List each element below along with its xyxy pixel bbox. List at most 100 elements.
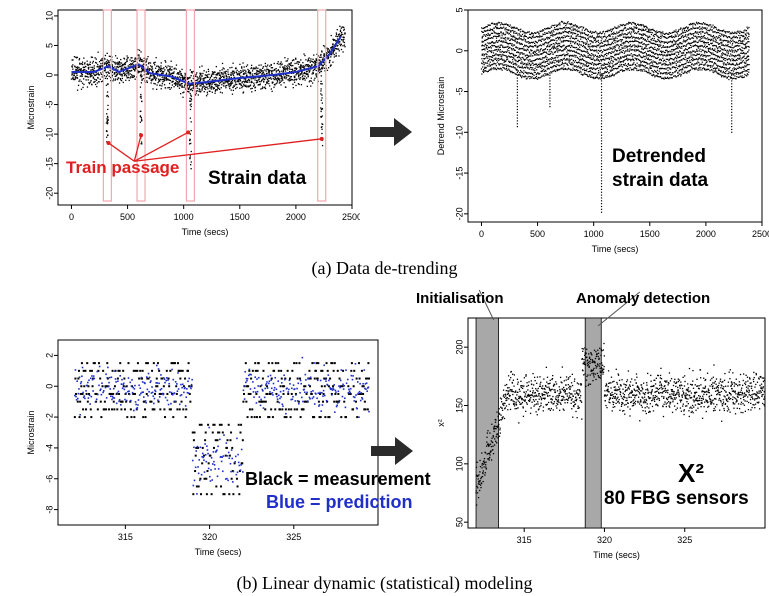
data-point <box>542 65 544 67</box>
data-point <box>508 32 510 34</box>
data-point <box>163 84 166 86</box>
data-point <box>679 38 681 40</box>
data-point <box>524 34 526 36</box>
data-point <box>678 69 681 71</box>
data-point <box>76 74 78 77</box>
data-point <box>502 37 504 39</box>
data-point <box>607 57 610 59</box>
data-point <box>534 45 537 47</box>
data-point <box>76 67 79 69</box>
data-point <box>512 65 515 68</box>
data-point <box>332 61 334 63</box>
data-point <box>590 36 592 38</box>
data-point <box>633 69 635 71</box>
data-point <box>73 74 75 77</box>
data-point <box>127 76 130 79</box>
data-point <box>561 20 563 22</box>
data-point <box>145 64 148 66</box>
data-point <box>140 82 143 84</box>
data-point <box>498 21 500 23</box>
data-point <box>282 71 285 73</box>
data-point <box>497 22 499 24</box>
data-point <box>632 21 634 24</box>
data-point <box>605 39 607 41</box>
data-point <box>664 67 666 70</box>
data-point <box>512 26 515 28</box>
data-point <box>305 77 308 79</box>
data-point <box>204 74 207 76</box>
data-point <box>632 31 635 33</box>
data-point <box>605 66 607 68</box>
data-point <box>285 73 287 76</box>
data-point <box>599 43 601 45</box>
data-point <box>508 55 510 57</box>
data-point <box>175 84 177 86</box>
data-point <box>599 50 601 52</box>
data-point <box>547 74 549 76</box>
data-point <box>658 49 660 51</box>
data-point <box>157 65 159 67</box>
data-point <box>147 68 149 71</box>
data-point <box>310 65 312 67</box>
data-point <box>610 74 613 76</box>
data-point <box>671 42 673 44</box>
data-point <box>683 49 685 52</box>
data-point <box>679 34 681 36</box>
data-point <box>116 57 118 59</box>
data-point <box>636 32 638 35</box>
data-point <box>633 22 636 24</box>
data-point <box>80 63 82 65</box>
data-point <box>180 82 182 85</box>
data-point <box>225 84 228 87</box>
data-point <box>559 22 561 24</box>
data-point <box>336 38 339 40</box>
data-point <box>221 84 223 86</box>
data-point <box>238 71 240 73</box>
data-point <box>670 68 672 70</box>
data-point <box>559 32 561 34</box>
data-point <box>168 86 170 89</box>
data-point <box>649 40 651 43</box>
data-point <box>550 26 553 28</box>
data-point <box>491 44 493 46</box>
data-point <box>106 64 108 67</box>
data-point <box>651 69 653 72</box>
data-point <box>291 65 293 67</box>
data-point <box>493 30 495 32</box>
data-point <box>671 35 673 37</box>
data-point <box>486 45 488 47</box>
data-point <box>488 34 491 37</box>
data-point <box>512 59 514 61</box>
data-point <box>79 62 81 64</box>
data-point <box>483 67 486 69</box>
data-point <box>599 69 601 71</box>
data-point <box>562 27 565 29</box>
data-point <box>277 69 280 71</box>
data-point <box>659 50 662 52</box>
data-point <box>132 76 134 78</box>
data-point <box>678 73 680 75</box>
data-point <box>484 30 486 32</box>
data-point <box>318 71 321 74</box>
data-point <box>208 83 210 85</box>
data-point <box>556 70 559 72</box>
y-tick-label: 5 <box>44 43 54 48</box>
data-point <box>253 73 256 75</box>
data-point <box>284 76 286 78</box>
data-point <box>168 70 170 72</box>
data-point <box>575 30 577 32</box>
data-point <box>554 57 556 59</box>
data-point <box>555 29 557 31</box>
data-point <box>592 46 594 48</box>
data-point <box>106 123 109 125</box>
data-point <box>645 61 647 64</box>
data-point <box>617 44 619 46</box>
data-point <box>503 33 505 35</box>
data-point <box>510 56 512 58</box>
data-point <box>264 62 267 65</box>
data-point <box>601 73 604 75</box>
data-point <box>607 44 609 46</box>
data-point <box>552 70 554 72</box>
data-point <box>247 68 249 71</box>
data-point <box>111 74 113 77</box>
